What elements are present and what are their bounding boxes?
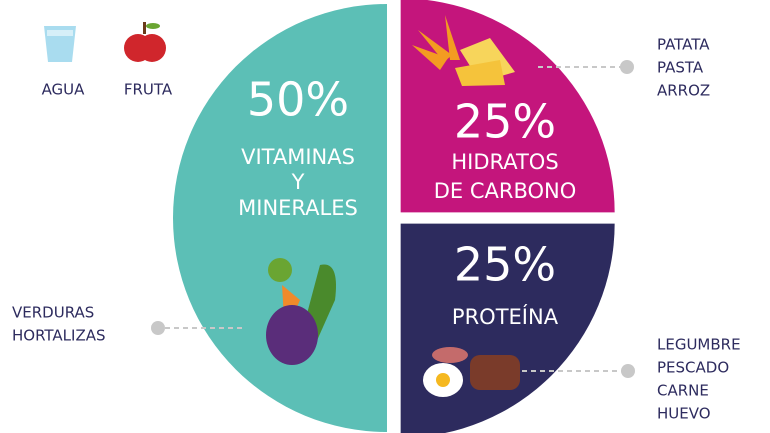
apple-icon — [124, 22, 166, 62]
food-label: HORTALIZAS — [12, 327, 106, 345]
food-label: PATATA — [657, 36, 710, 54]
food-label: VERDURAS — [12, 304, 94, 322]
value-label: 50% — [247, 73, 349, 127]
value-label: 25% — [454, 238, 556, 292]
food-label: PESCADO — [657, 359, 729, 377]
value-label: 25% — [454, 95, 556, 149]
category-label: PROTEÍNA — [452, 304, 559, 329]
category-label: MINERALES — [238, 196, 358, 220]
food-label: HUEVO — [657, 405, 711, 423]
food-label: AGUA — [42, 81, 86, 99]
category-label: VITAMINAS — [241, 145, 355, 169]
category-label: HIDRATOS — [451, 150, 558, 174]
food-label: ARROZ — [657, 82, 710, 100]
food-label: LEGUMBRE — [657, 336, 741, 354]
infographic: 50%VITAMINASYMINERALES25%HIDRATOSDE CARB… — [0, 0, 770, 433]
food-label: PASTA — [657, 59, 704, 77]
category-label: DE CARBONO — [434, 179, 577, 203]
water-icon — [44, 26, 76, 62]
food-label: FRUTA — [124, 81, 173, 99]
food-label: CARNE — [657, 382, 709, 400]
category-label: Y — [291, 170, 305, 194]
